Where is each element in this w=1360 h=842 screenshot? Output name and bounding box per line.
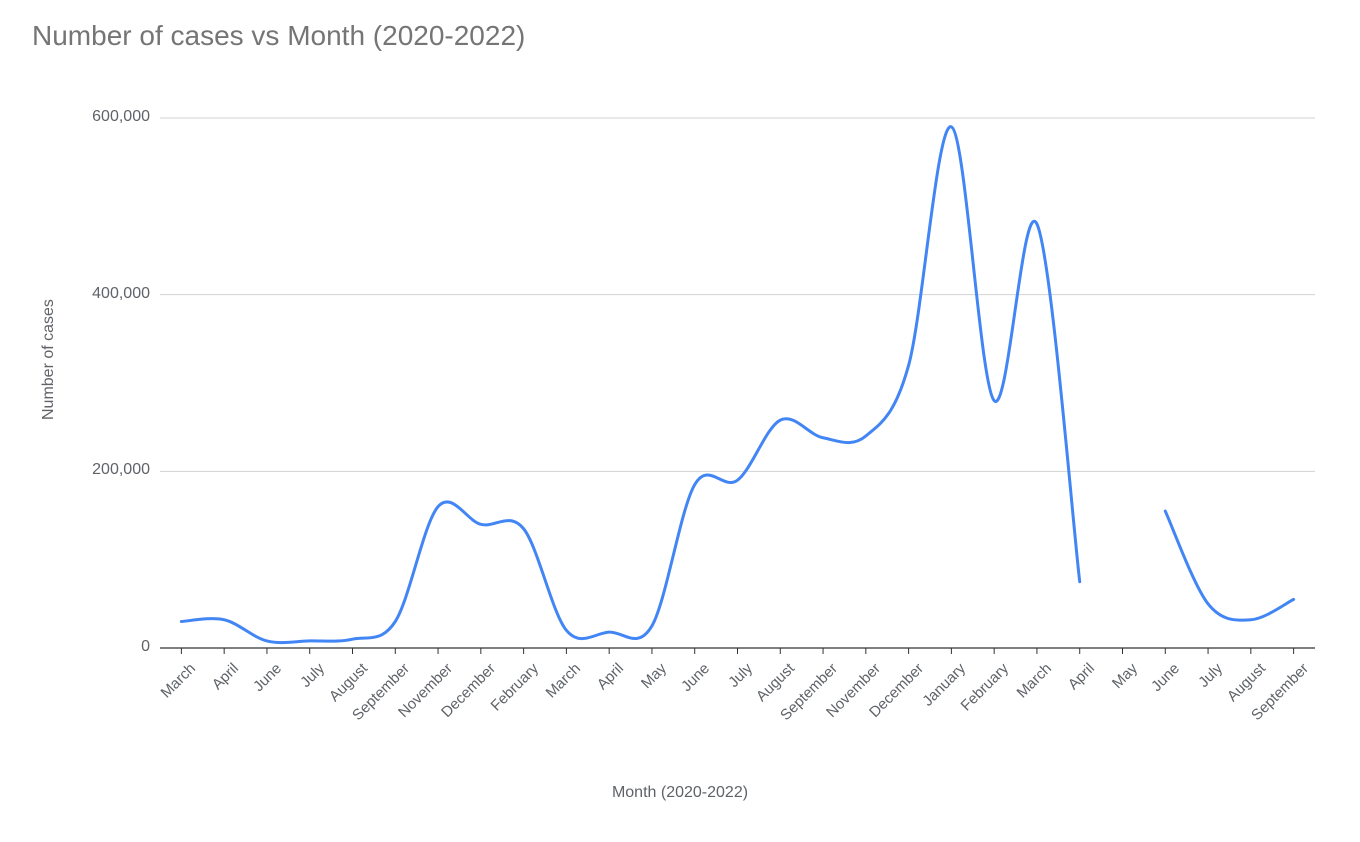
data-line — [1165, 511, 1293, 620]
y-tick-label: 200,000 — [70, 461, 150, 479]
chart-container: Number of cases vs Month (2020-2022) Num… — [0, 0, 1360, 842]
chart-svg — [0, 0, 1360, 842]
y-tick-label: 600,000 — [70, 108, 150, 126]
y-tick-label: 400,000 — [70, 285, 150, 303]
y-tick-label: 0 — [70, 638, 150, 656]
data-line — [181, 127, 1079, 643]
